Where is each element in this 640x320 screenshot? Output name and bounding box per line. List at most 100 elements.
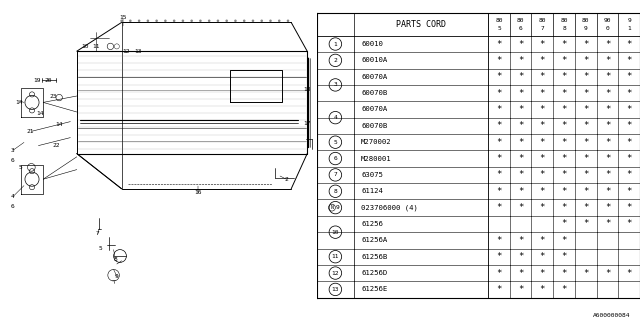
Text: *: *: [627, 187, 632, 196]
Text: N: N: [330, 205, 333, 210]
Circle shape: [234, 20, 237, 22]
Circle shape: [199, 20, 202, 22]
Text: PARTS CORD: PARTS CORD: [396, 20, 446, 29]
Text: *: *: [518, 89, 524, 98]
Text: *: *: [627, 72, 632, 81]
Text: *: *: [496, 203, 502, 212]
Circle shape: [287, 20, 289, 22]
Text: *: *: [518, 56, 524, 65]
Text: 61256D: 61256D: [361, 270, 387, 276]
Text: *: *: [561, 236, 567, 245]
Text: *: *: [583, 56, 588, 65]
Text: *: *: [518, 39, 524, 49]
Text: 2: 2: [285, 177, 288, 182]
Text: *: *: [583, 121, 588, 130]
Text: *: *: [540, 89, 545, 98]
Text: *: *: [518, 170, 524, 180]
Text: 90: 90: [604, 18, 611, 23]
Text: 6: 6: [11, 157, 15, 163]
Text: 19: 19: [33, 77, 40, 83]
Text: *: *: [518, 138, 524, 147]
Text: 12: 12: [332, 270, 339, 276]
Text: 80: 80: [539, 18, 546, 23]
Text: *: *: [627, 39, 632, 49]
Text: *: *: [540, 56, 545, 65]
Text: 60010: 60010: [361, 41, 383, 47]
Text: *: *: [518, 72, 524, 81]
Text: 13: 13: [332, 287, 339, 292]
Circle shape: [278, 20, 280, 22]
Text: *: *: [540, 268, 545, 277]
Text: 18: 18: [303, 87, 311, 92]
Text: 4: 4: [11, 194, 15, 199]
Text: 13: 13: [134, 49, 141, 54]
Text: *: *: [496, 236, 502, 245]
Text: *: *: [605, 105, 610, 114]
Text: 1: 1: [627, 26, 631, 31]
Circle shape: [243, 20, 246, 22]
Text: *: *: [605, 220, 610, 228]
Text: *: *: [627, 220, 632, 228]
Text: *: *: [496, 187, 502, 196]
Text: *: *: [561, 89, 567, 98]
Text: 23: 23: [49, 93, 56, 99]
Text: 9: 9: [115, 274, 118, 279]
Text: 10: 10: [332, 230, 339, 235]
Text: *: *: [627, 170, 632, 180]
Text: 60070B: 60070B: [361, 123, 387, 129]
Circle shape: [225, 20, 228, 22]
Text: 61256B: 61256B: [361, 254, 387, 260]
Text: 5: 5: [99, 245, 102, 251]
Text: 20: 20: [44, 77, 52, 83]
Text: *: *: [496, 268, 502, 277]
Text: *: *: [518, 121, 524, 130]
Text: *: *: [496, 39, 502, 49]
Text: *: *: [583, 268, 588, 277]
Text: 7: 7: [540, 26, 544, 31]
Text: 6: 6: [519, 26, 522, 31]
Circle shape: [129, 20, 132, 22]
Text: *: *: [496, 89, 502, 98]
Text: *: *: [540, 121, 545, 130]
Text: 22: 22: [52, 143, 60, 148]
Text: 5: 5: [19, 164, 22, 170]
Text: *: *: [561, 154, 567, 163]
Text: 10: 10: [81, 44, 88, 49]
Text: *: *: [518, 236, 524, 245]
Text: *: *: [605, 203, 610, 212]
Circle shape: [182, 20, 184, 22]
Text: *: *: [583, 170, 588, 180]
Text: *: *: [605, 138, 610, 147]
Text: *: *: [496, 285, 502, 294]
Text: 8: 8: [113, 257, 117, 262]
Circle shape: [156, 20, 158, 22]
Text: *: *: [518, 268, 524, 277]
Text: *: *: [583, 203, 588, 212]
Text: *: *: [496, 56, 502, 65]
Text: *: *: [561, 72, 567, 81]
Text: 3: 3: [333, 83, 337, 87]
Text: *: *: [627, 56, 632, 65]
Text: 9: 9: [335, 205, 339, 210]
Text: *: *: [540, 187, 545, 196]
Text: 80: 80: [495, 18, 502, 23]
Text: *: *: [583, 105, 588, 114]
Text: 60070A: 60070A: [361, 74, 387, 80]
Circle shape: [252, 20, 254, 22]
Text: *: *: [561, 105, 567, 114]
Text: 61124: 61124: [361, 188, 383, 194]
Text: 17: 17: [303, 121, 311, 126]
Text: *: *: [605, 89, 610, 98]
Text: *: *: [583, 72, 588, 81]
Text: 5: 5: [497, 26, 501, 31]
Text: *: *: [605, 121, 610, 130]
Text: 9: 9: [627, 18, 631, 23]
Text: *: *: [561, 285, 567, 294]
Text: *: *: [605, 154, 610, 163]
Text: M270002: M270002: [361, 139, 392, 145]
Text: *: *: [627, 203, 632, 212]
Text: *: *: [561, 187, 567, 196]
Circle shape: [217, 20, 220, 22]
Text: *: *: [496, 170, 502, 180]
Text: *: *: [561, 121, 567, 130]
